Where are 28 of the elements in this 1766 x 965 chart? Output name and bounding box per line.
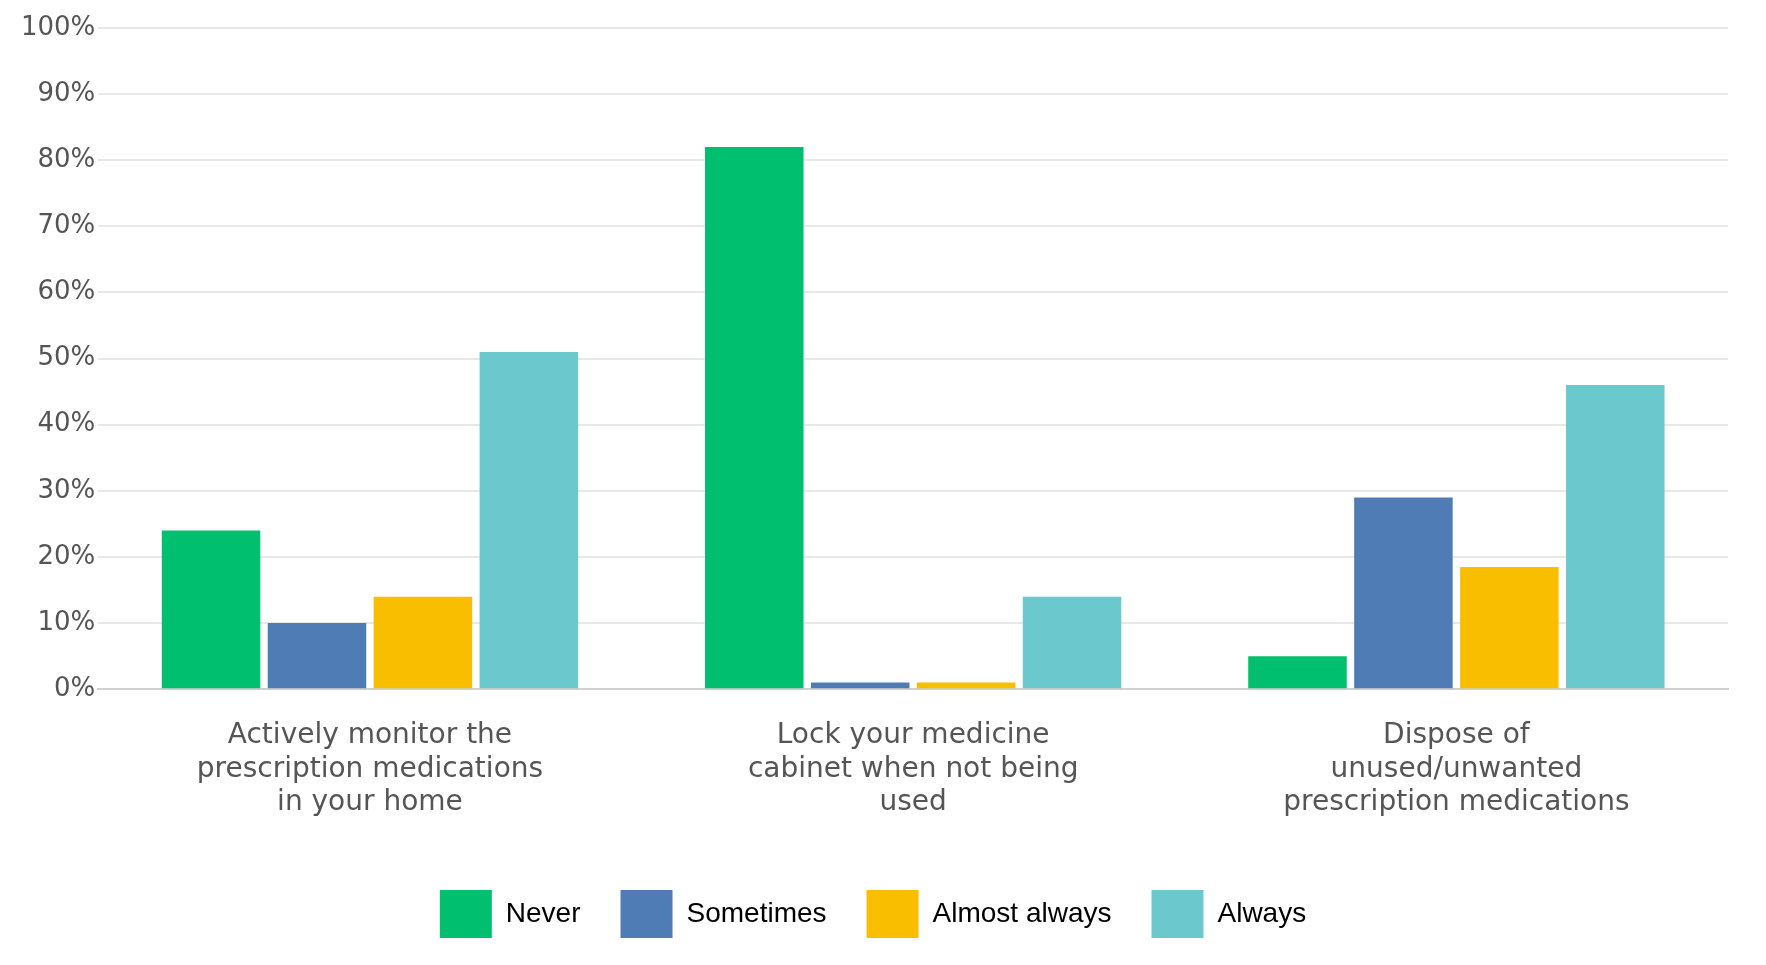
bar: [1022, 596, 1122, 689]
y-tick-label: 50%: [37, 341, 96, 372]
bar: [373, 596, 473, 689]
legend-label: Almost always: [932, 896, 1112, 928]
y-tick-label: 40%: [37, 407, 96, 438]
bar: [267, 623, 367, 689]
y-tick-label: 30%: [37, 473, 96, 504]
bar: [1354, 497, 1453, 689]
x-tick-label: Lock your medicine cabinet when not being used: [747, 717, 1079, 818]
bar: [1566, 385, 1665, 689]
bar: [161, 530, 261, 689]
x-tick-label: Actively monitor the prescription medications in your home: [196, 717, 544, 818]
legend-label: Never: [505, 896, 581, 928]
y-tick-label: 100%: [20, 10, 96, 41]
y-tick-label: 70%: [37, 209, 96, 240]
y-tick-label: 0%: [54, 671, 96, 702]
legend-label: Always: [1217, 896, 1307, 928]
x-tick-label: Dispose of unused/unwanted prescription medications: [1283, 717, 1630, 818]
legend-label: Sometimes: [686, 896, 827, 928]
bar: [1460, 566, 1559, 689]
bar: [1248, 656, 1347, 689]
y-tick-label: 90%: [37, 76, 96, 107]
y-tick-label: 80%: [37, 142, 96, 173]
bar: [705, 147, 804, 689]
y-tick-label: 20%: [37, 539, 96, 570]
y-tick-label: 60%: [37, 275, 96, 306]
bar: [479, 351, 579, 689]
y-tick-label: 10%: [37, 605, 96, 636]
